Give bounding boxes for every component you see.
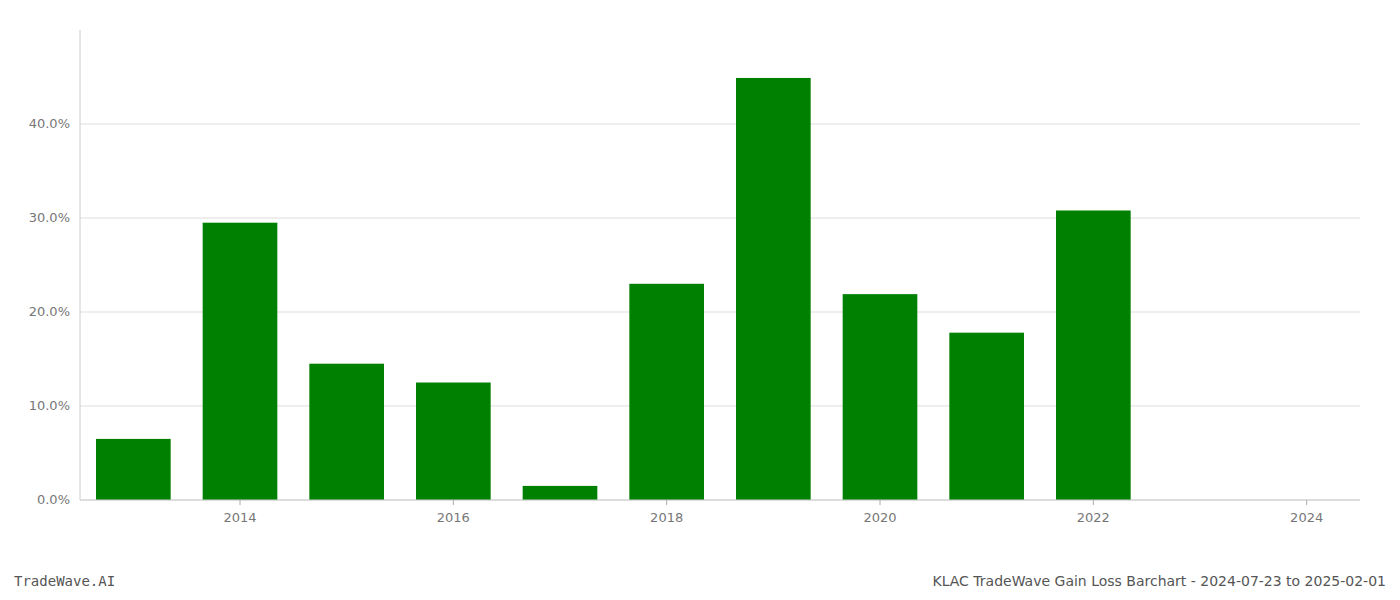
y-tick-label: 10.0% xyxy=(29,398,70,413)
bar xyxy=(736,78,811,500)
x-tick xyxy=(666,500,667,505)
x-axis: 2014 2016 2018 2020 2022 2024 xyxy=(80,500,1360,525)
bar xyxy=(416,383,491,501)
bar xyxy=(629,284,704,500)
x-tick-label: 2016 xyxy=(437,510,470,525)
x-tick xyxy=(880,500,881,505)
x-tick-label: 2018 xyxy=(650,510,683,525)
grid-line xyxy=(80,124,1360,125)
chart: 0.0% 10.0% 20.0% 30.0% 40.0% 2014 2016 2018 2020… xyxy=(0,0,1400,600)
y-axis-line xyxy=(80,30,81,500)
bar xyxy=(309,364,384,500)
bar xyxy=(949,333,1024,500)
x-tick-label: 2020 xyxy=(863,510,896,525)
bars xyxy=(96,78,1131,500)
x-tick xyxy=(1093,500,1094,505)
grid-line xyxy=(80,218,1360,219)
bar xyxy=(1056,210,1131,500)
bar xyxy=(96,439,171,500)
x-tick xyxy=(1306,500,1307,505)
chart-container: 0.0% 10.0% 20.0% 30.0% 40.0% 2014 2016 2018 2020… xyxy=(0,0,1400,600)
bar xyxy=(523,486,598,500)
grid xyxy=(80,124,1360,500)
brand-text: TradeWave.AI xyxy=(14,573,115,589)
bar xyxy=(203,223,278,500)
x-tick-label: 2024 xyxy=(1290,510,1323,525)
x-tick-label: 2014 xyxy=(223,510,256,525)
x-axis-line xyxy=(80,500,1360,501)
title: KLAC TradeWave Gain Loss Barchart - 2024… xyxy=(932,573,1386,589)
x-tick-label: 2022 xyxy=(1077,510,1110,525)
y-tick-label: 0.0% xyxy=(37,492,70,507)
grid-line xyxy=(80,500,1360,501)
y-tick-label: 30.0% xyxy=(29,210,70,225)
x-tick xyxy=(240,500,241,505)
y-tick-label: 20.0% xyxy=(29,304,70,319)
y-tick-label: 40.0% xyxy=(29,116,70,131)
bar xyxy=(843,294,918,500)
x-tick xyxy=(453,500,454,505)
y-axis: 0.0% 10.0% 20.0% 30.0% 40.0% xyxy=(29,30,80,507)
